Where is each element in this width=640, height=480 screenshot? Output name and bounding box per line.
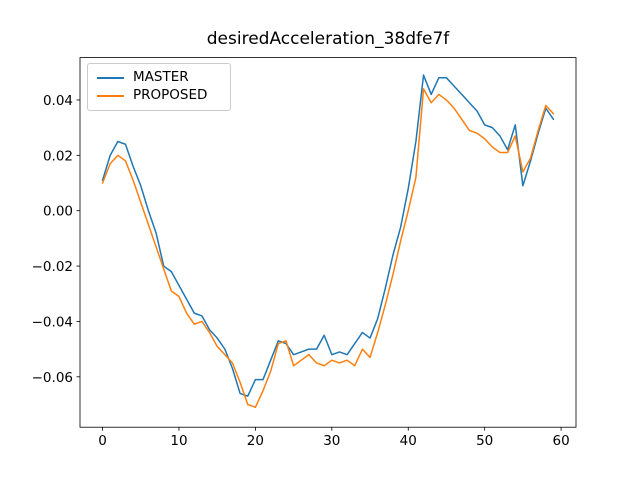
x-tick-label: 50 [476,433,493,449]
axes-frame [79,57,577,428]
legend-label-proposed: PROPOSED [133,87,208,104]
y-tick-label: 0.04 [43,93,73,109]
x-tick-label: 60 [553,433,570,449]
chart-title: desiredAcceleration_38dfe7f [206,29,450,49]
x-tick-label: 20 [247,433,264,449]
x-tick-label: 0 [98,433,107,449]
legend-item-master: MASTER [97,71,221,85]
y-tick-label: 0.02 [43,148,73,164]
x-tick-label: 30 [323,433,340,449]
legend: MASTER PROPOSED [87,63,231,111]
legend-label-master: MASTER [133,69,189,86]
y-tick-label: −0.04 [32,314,73,330]
series-line-proposed [101,88,555,409]
y-tick-label: 0.00 [43,204,73,220]
y-tick-label: −0.02 [32,259,73,275]
legend-line-swatch-master [97,77,124,79]
x-tick-label: 10 [170,433,187,449]
series-line-master [101,74,555,397]
y-tick-label: −0.06 [32,370,73,386]
legend-item-proposed: PROPOSED [97,89,221,103]
x-tick-label: 40 [400,433,417,449]
legend-line-swatch-proposed [97,95,124,97]
